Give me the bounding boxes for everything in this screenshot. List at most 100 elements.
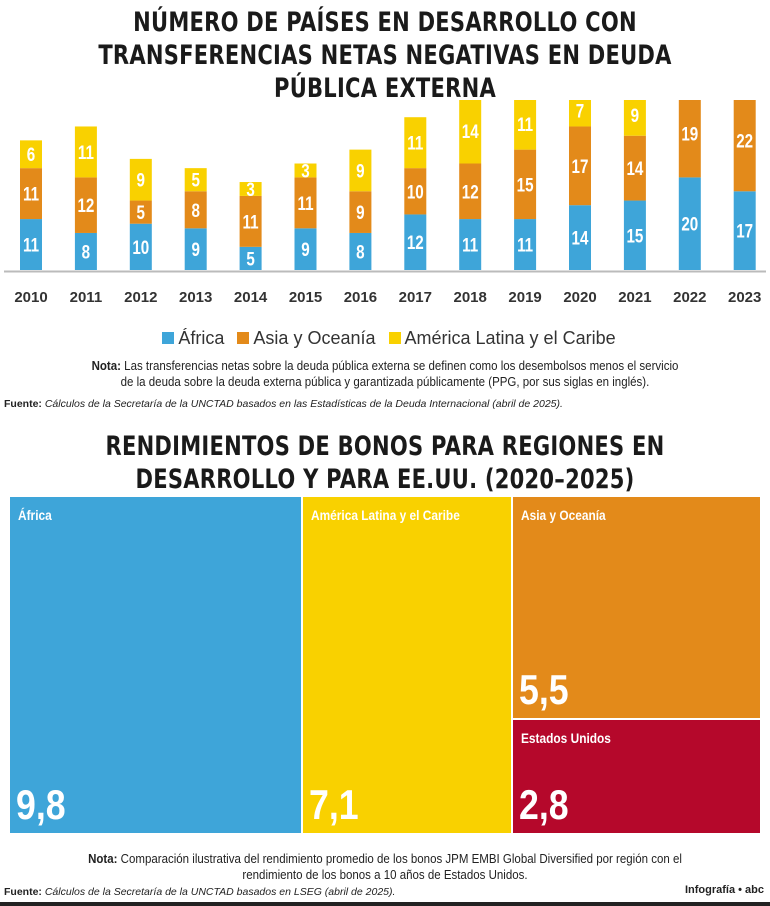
legend-swatch-africa (162, 332, 175, 344)
x-tick-label: 2010 (14, 289, 47, 306)
bar-segment-2016-2 (349, 149, 372, 192)
data-label: 6 (27, 144, 35, 166)
chart-title: NÚMERO DE PAÍSES EN DESARROLLO CON TRANS… (98, 7, 672, 104)
data-label: 11 (517, 234, 533, 256)
cell-value: 7,1 (309, 781, 359, 828)
bar-segment-2011-1 (74, 177, 97, 233)
data-label: 9 (356, 160, 364, 182)
treemap-cell-us: Estados Unidos 2,8 (513, 720, 760, 833)
stacked-bar-chart: 11 11 6 2010 8 12 11 2011 10 5 9 2012 9 8 5 2013 5 11 3 201… (4, 100, 766, 306)
bar-segment-2010-1 (20, 168, 42, 220)
legend-asia: Asia y Oceanía (253, 328, 376, 348)
data-label: 11 (78, 141, 94, 163)
data-label: 3 (301, 160, 309, 182)
x-tick-label: 2022 (673, 289, 706, 306)
data-label: 8 (82, 241, 91, 263)
bar-segment-2020-2 (569, 100, 591, 127)
bar-segment-2014-0 (239, 246, 262, 270)
data-label: 7 (576, 100, 584, 122)
bar-segment-2015-0 (294, 228, 317, 270)
source-label: Fuente: (4, 398, 42, 410)
bar-segment-2014-1 (239, 195, 262, 247)
data-label: 15 (626, 225, 643, 247)
x-tick-label: 2013 (179, 289, 212, 306)
x-tick-label: 2021 (618, 289, 651, 306)
bar-segment-2023-1 (733, 100, 756, 192)
cell-label: África (18, 507, 52, 523)
treemap-cell-africa: África 9,8 (10, 497, 301, 833)
x-tick-label: 2014 (234, 289, 268, 306)
cell-value: 2,8 (519, 781, 569, 828)
bar-segment-2016-0 (349, 232, 372, 270)
data-label: 17 (736, 220, 753, 242)
data-label: 14 (462, 120, 479, 142)
x-tick-label: 2017 (399, 289, 432, 306)
x-tick-label: 2019 (508, 289, 541, 306)
data-label: 3 (246, 178, 254, 200)
source-2: Fuente: Cálculos de la Secretaría de la … (4, 886, 395, 898)
data-label: 11 (462, 234, 478, 256)
bar-segment-2011-0 (74, 232, 97, 270)
x-tick-label: 2012 (124, 289, 157, 306)
data-label: 9 (191, 238, 199, 260)
note-text: Comparación ilustrativa del rendimiento … (120, 852, 682, 882)
bar-segment-2021-1 (623, 135, 646, 201)
x-tick-label: 2023 (728, 289, 761, 306)
bar-segment-2010-2 (20, 140, 42, 169)
bar-segment-2012-0 (129, 223, 152, 270)
data-label: 9 (356, 201, 364, 223)
cell-label: Asia y Oceanía (521, 507, 606, 523)
source-text: Cálculos de la Secretaría de la UNCTAD b… (44, 886, 396, 898)
data-label: 12 (77, 195, 94, 217)
data-label: 11 (23, 234, 39, 256)
data-label: 5 (191, 169, 200, 191)
bar-segment-2018-2 (459, 100, 482, 164)
note-text: Las transferencias netas sobre la deuda … (120, 359, 679, 389)
data-label: 11 (407, 132, 423, 154)
treemap-title: RENDIMIENTOS DE BONOS PARA REGIONES EN D… (105, 431, 665, 495)
bar-segment-2019-0 (514, 219, 537, 270)
bar-segment-2015-2 (294, 163, 317, 178)
bar-segment-2020-1 (569, 126, 591, 206)
bar-segment-2017-2 (404, 117, 427, 169)
bar-segment-2012-2 (129, 158, 152, 201)
x-tick-label: 2018 (454, 289, 487, 306)
data-label: 17 (572, 155, 589, 177)
x-tick-label: 2020 (563, 289, 596, 306)
note-label: Nota: (91, 359, 121, 373)
x-tick-label: 2016 (344, 289, 377, 306)
source-1: Fuente: Cálculos de la Secretaría de la … (4, 398, 563, 410)
bar-segment-2022-1 (678, 100, 701, 178)
data-label: 5 (246, 248, 255, 270)
data-label: 14 (626, 157, 643, 179)
data-label: 15 (517, 174, 534, 196)
cell-value: 9,8 (16, 781, 66, 828)
data-label: 9 (137, 169, 145, 191)
note-1: Nota: Las transferencias netas sobre la … (86, 358, 684, 390)
bar-segment-2016-1 (349, 191, 372, 233)
data-label: 9 (631, 104, 639, 126)
bar-segment-2018-1 (459, 163, 482, 220)
bar-segment-2020-0 (569, 205, 591, 270)
cell-value: 5,5 (519, 666, 569, 713)
bar-segment-2017-0 (404, 214, 427, 270)
credit: Infografía • abc (684, 884, 764, 896)
data-label: 19 (681, 123, 698, 145)
data-label: 14 (572, 227, 589, 249)
bar-segment-2015-1 (294, 177, 317, 229)
note-2: Nota: Comparación ilustrativa del rendim… (86, 851, 684, 883)
data-label: 8 (191, 199, 200, 221)
data-label: 9 (301, 238, 309, 260)
bar-segment-2021-2 (623, 100, 646, 136)
x-tick-label: 2011 (70, 289, 103, 306)
bar-segment-2019-1 (514, 149, 537, 220)
data-label: 5 (137, 201, 146, 223)
data-label: 8 (356, 241, 365, 263)
treemap-cell-asia: Asia y Oceanía 5,5 (513, 497, 760, 718)
bar-segment-2013-0 (184, 228, 207, 270)
bar-segment-2023-0 (733, 191, 756, 270)
data-label: 10 (407, 181, 424, 203)
legend-swatch-asia (237, 332, 250, 344)
bar-segment-2019-2 (514, 100, 537, 150)
